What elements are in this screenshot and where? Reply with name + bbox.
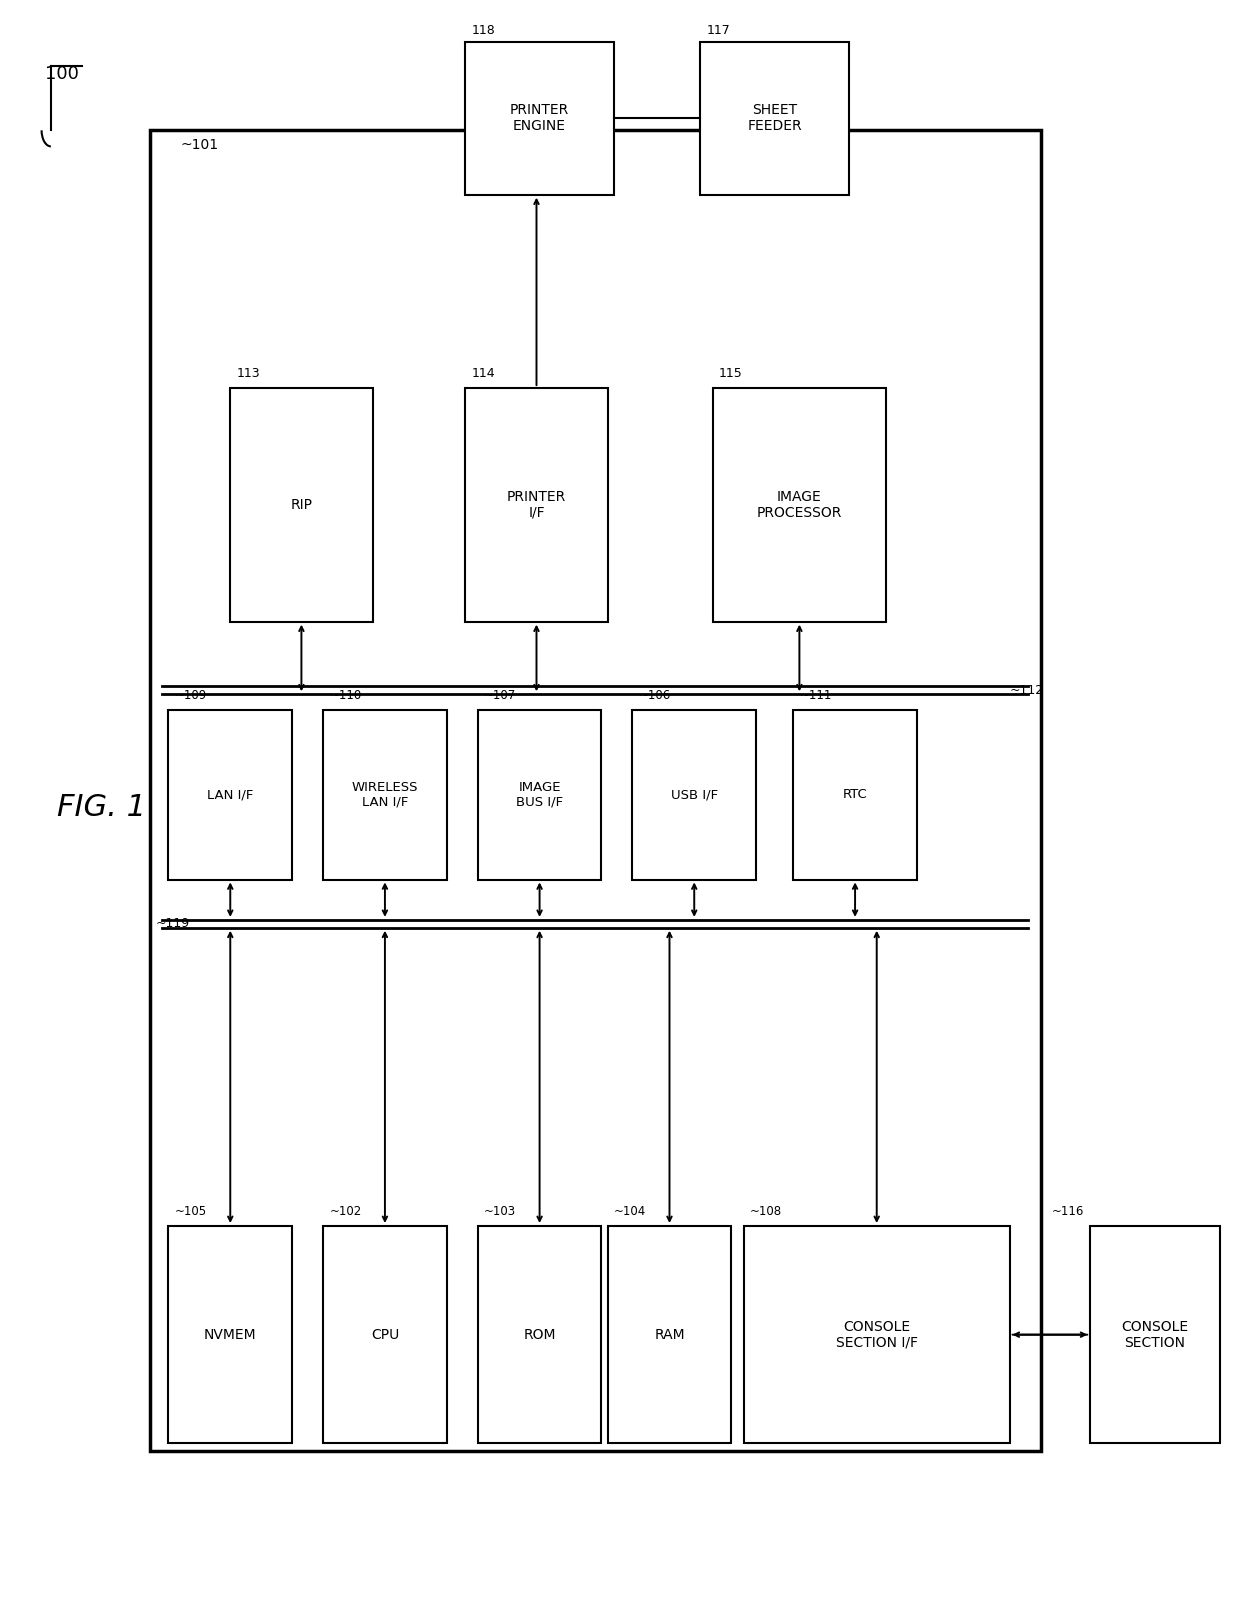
Bar — [169, 710, 293, 880]
Text: ~112: ~112 — [1009, 684, 1044, 697]
Bar — [231, 387, 372, 621]
Bar — [701, 42, 849, 195]
Text: FIG. 1: FIG. 1 — [57, 792, 146, 822]
Text: NVMEM: NVMEM — [203, 1328, 257, 1341]
Text: CONSOLE
SECTION: CONSOLE SECTION — [1121, 1320, 1189, 1349]
Bar — [632, 710, 756, 880]
Text: WIRELESS
LAN I/F: WIRELESS LAN I/F — [352, 781, 418, 809]
Text: CPU: CPU — [371, 1328, 399, 1341]
Text: 118: 118 — [471, 24, 495, 37]
Bar — [150, 131, 1040, 1451]
Text: 115: 115 — [719, 366, 743, 379]
Text: PRINTER
I/F: PRINTER I/F — [507, 489, 567, 520]
Bar — [1090, 1227, 1220, 1443]
Text: ~106: ~106 — [639, 689, 671, 702]
Text: ~108: ~108 — [750, 1206, 782, 1219]
Text: IMAGE
BUS I/F: IMAGE BUS I/F — [516, 781, 563, 809]
Text: ~105: ~105 — [175, 1206, 207, 1219]
Bar — [324, 1227, 446, 1443]
Text: RIP: RIP — [290, 497, 312, 512]
Text: IMAGE
PROCESSOR: IMAGE PROCESSOR — [756, 489, 842, 520]
Text: 100: 100 — [45, 65, 78, 82]
Text: ~110: ~110 — [330, 689, 362, 702]
Bar — [465, 387, 608, 621]
Text: 114: 114 — [471, 366, 495, 379]
Text: 113: 113 — [237, 366, 260, 379]
Text: ROM: ROM — [523, 1328, 556, 1341]
Text: ~111: ~111 — [800, 689, 832, 702]
Bar — [477, 1227, 601, 1443]
Text: RTC: RTC — [843, 788, 868, 802]
Text: SHEET
FEEDER: SHEET FEEDER — [748, 103, 802, 134]
Bar — [477, 710, 601, 880]
Text: ~109: ~109 — [175, 689, 207, 702]
Bar — [744, 1227, 1009, 1443]
Text: ~107: ~107 — [484, 689, 516, 702]
Text: ~116: ~116 — [1052, 1206, 1084, 1219]
Text: ~104: ~104 — [614, 1206, 646, 1219]
Text: USB I/F: USB I/F — [671, 788, 718, 802]
Bar — [465, 42, 614, 195]
Text: ~119: ~119 — [156, 917, 190, 930]
Text: ~101: ~101 — [181, 139, 219, 152]
Bar — [169, 1227, 293, 1443]
Bar — [608, 1227, 732, 1443]
Text: CONSOLE
SECTION I/F: CONSOLE SECTION I/F — [836, 1320, 918, 1349]
Text: 117: 117 — [707, 24, 730, 37]
Bar — [713, 387, 887, 621]
Text: LAN I/F: LAN I/F — [207, 788, 253, 802]
Text: RAM: RAM — [655, 1328, 684, 1341]
Bar — [794, 710, 916, 880]
Bar — [324, 710, 446, 880]
Text: ~102: ~102 — [330, 1206, 362, 1219]
Text: PRINTER
ENGINE: PRINTER ENGINE — [510, 103, 569, 134]
Text: ~103: ~103 — [484, 1206, 516, 1219]
